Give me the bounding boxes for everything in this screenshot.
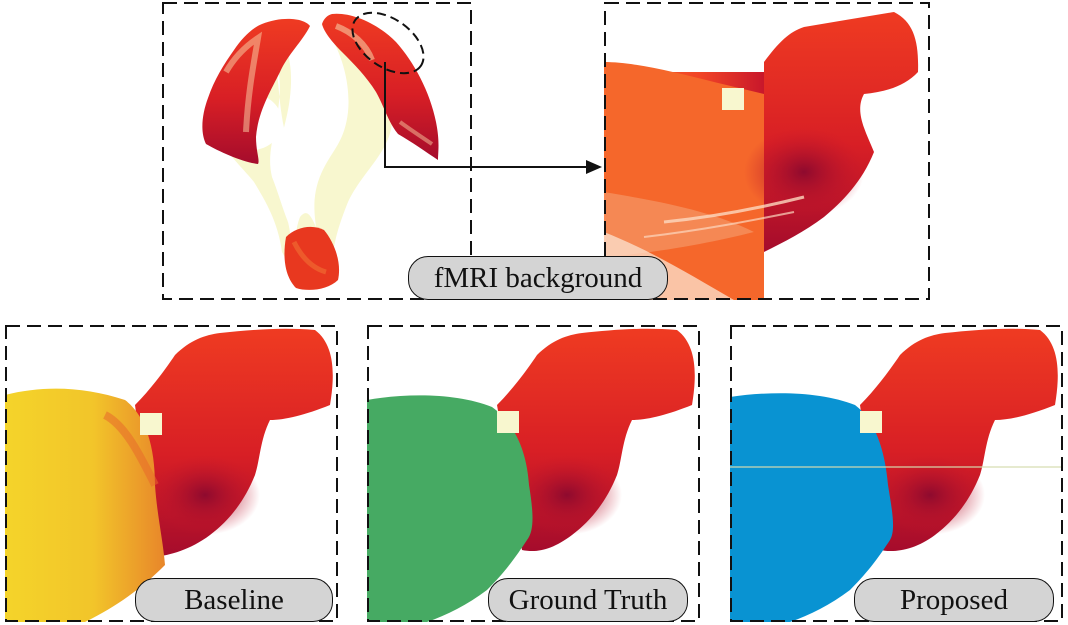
proposed-panel xyxy=(730,325,1063,622)
ground-truth-label: Ground Truth xyxy=(488,578,688,622)
fmri-zoom-panel xyxy=(604,2,930,300)
proposed-label: Proposed xyxy=(854,578,1054,622)
ground-truth-panel xyxy=(367,325,700,622)
zoom-arrow xyxy=(384,62,602,174)
fmri-background-label: fMRI background xyxy=(408,256,668,300)
baseline-label: Baseline xyxy=(135,578,333,622)
fmri-zoom-scene xyxy=(604,2,930,300)
baseline-panel xyxy=(5,325,338,622)
